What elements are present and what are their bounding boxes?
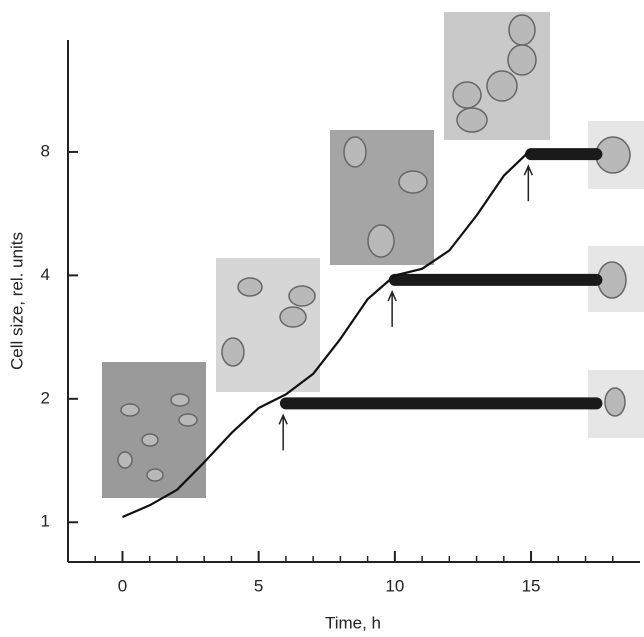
- x-tick-label: 5: [254, 576, 263, 595]
- x-tick-label: 10: [385, 576, 404, 595]
- x-tick-label: 15: [522, 576, 541, 595]
- y-tick-label: 2: [41, 388, 50, 407]
- arrow: [523, 164, 534, 202]
- y-tick-label: 1: [41, 512, 50, 531]
- arrow: [278, 413, 288, 451]
- y-tick-label: 4: [41, 265, 50, 284]
- y-axis-label: Cell size, rel. units: [7, 232, 26, 370]
- x-tick-label: 0: [118, 576, 127, 595]
- growth-curve: [122, 148, 532, 519]
- x-axis-label: Time, h: [325, 613, 381, 632]
- y-tick-label: 8: [41, 141, 50, 160]
- arrow: [387, 290, 397, 327]
- micrographs: [102, 12, 644, 498]
